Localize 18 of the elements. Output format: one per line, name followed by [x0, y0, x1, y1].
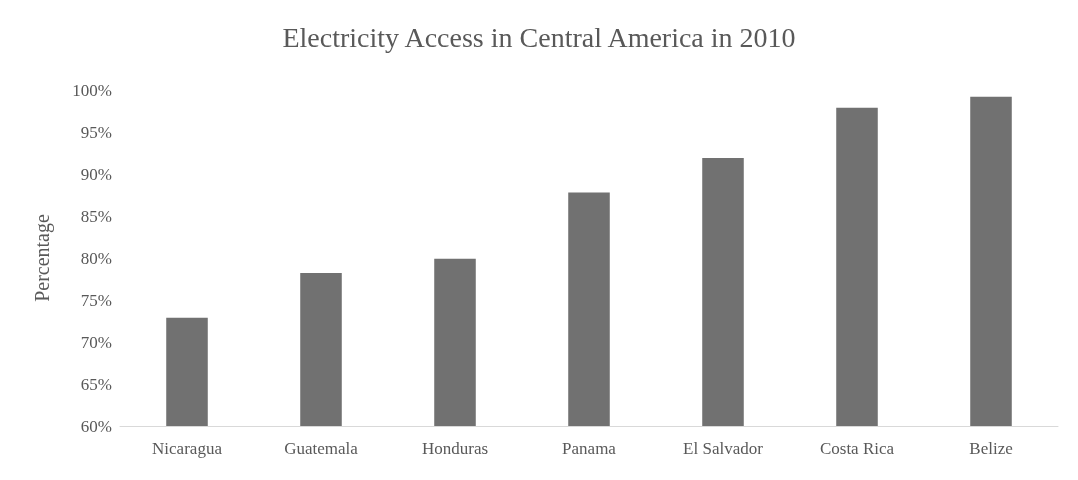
x-tick-label: Belize	[969, 439, 1013, 458]
y-tick-label: 95%	[80, 122, 112, 142]
y-tick-label: 65%	[80, 374, 112, 394]
x-tick-label: Nicaragua	[152, 439, 223, 458]
chart-title: Electricity Access in Central America in 2010	[282, 21, 796, 53]
y-tick-label: 90%	[80, 164, 112, 184]
y-tick-label: 70%	[80, 332, 112, 352]
y-tick-label: 60%	[80, 416, 112, 436]
y-tick-label: 85%	[80, 206, 112, 226]
x-tick-label: Guatemala	[284, 439, 359, 458]
x-tick-label: Panama	[562, 439, 617, 458]
y-axis-title: Percentage	[31, 214, 54, 302]
y-tick-label: 75%	[80, 290, 112, 310]
x-tick-label: El Salvador	[683, 439, 764, 458]
y-tick-label: 80%	[80, 248, 112, 268]
y-tick-label: 100%	[72, 80, 112, 100]
x-tick-label: Honduras	[421, 439, 489, 458]
x-tick-label: Costa Rica	[819, 439, 895, 458]
